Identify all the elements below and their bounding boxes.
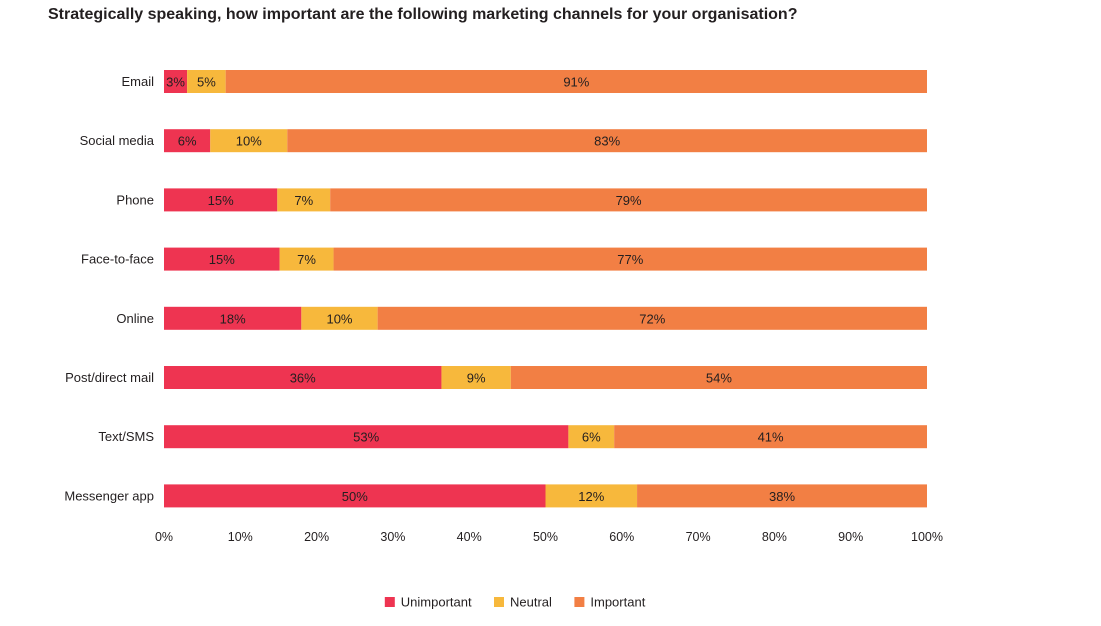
x-tick-label: 20%	[304, 530, 329, 544]
category-label: Messenger app	[64, 488, 154, 503]
data-label: 54%	[706, 371, 732, 386]
x-tick-label: 70%	[686, 530, 711, 544]
data-label: 15%	[208, 193, 234, 208]
category-label: Email	[121, 74, 154, 89]
bar-segment-important	[225, 70, 928, 93]
bar-segment-unimportant	[164, 247, 280, 271]
bar-segment-important	[637, 484, 927, 508]
category-label: Post/direct mail	[65, 370, 154, 385]
data-label: 7%	[294, 193, 313, 208]
data-label: 6%	[178, 134, 197, 149]
bar-segment-important	[377, 306, 927, 330]
data-label: 38%	[769, 489, 795, 504]
x-tick-label: 0%	[155, 530, 173, 544]
x-tick-label: 40%	[457, 530, 482, 544]
bar-segment-important	[510, 366, 927, 389]
data-label: 6%	[582, 430, 601, 445]
bar-segment-neutral	[279, 247, 334, 271]
data-label: 53%	[353, 430, 379, 445]
data-label: 7%	[297, 252, 316, 267]
category-label: Phone	[116, 192, 154, 207]
bar-segment-unimportant	[164, 425, 569, 449]
category-labels: Email Social media Phone Face-to-face Online…	[64, 74, 154, 503]
x-tick-label: 90%	[838, 530, 863, 544]
data-label: 72%	[639, 311, 665, 326]
bar-segment-important	[614, 425, 927, 449]
x-tick-label: 50%	[533, 530, 558, 544]
x-tick-label: 60%	[609, 530, 634, 544]
x-tick-label: 80%	[762, 530, 787, 544]
data-label: 79%	[616, 193, 642, 208]
data-label: 15%	[209, 252, 235, 267]
bar-segment-unimportant	[164, 366, 442, 389]
x-tick-label: 100%	[911, 530, 943, 544]
legend-swatch-important	[574, 597, 585, 607]
data-label: 9%	[467, 371, 486, 386]
data-label: 12%	[578, 489, 604, 504]
category-label: Text/SMS	[98, 429, 154, 444]
bar-segment-unimportant	[164, 484, 546, 508]
bar-segment-unimportant	[164, 188, 278, 212]
bar-segment-neutral	[277, 188, 331, 212]
bar-segment-unimportant	[164, 306, 302, 330]
data-label: 5%	[197, 75, 216, 90]
bar-segment-neutral	[187, 70, 226, 93]
bar-segment-neutral	[568, 425, 615, 449]
data-label: 10%	[236, 134, 262, 149]
category-label: Face-to-face	[81, 252, 154, 267]
bar-segment-important	[333, 247, 927, 271]
legend-label: Important	[590, 595, 645, 610]
data-label: 10%	[326, 311, 352, 326]
data-label: 77%	[617, 252, 643, 267]
data-label: 18%	[220, 311, 246, 326]
data-label: 41%	[758, 430, 784, 445]
bar-segment-important	[287, 129, 928, 153]
bar-segment-unimportant	[164, 129, 211, 153]
x-tick-label: 30%	[380, 530, 405, 544]
legend: Unimportant Neutral Important	[384, 595, 646, 610]
data-label: 83%	[594, 134, 620, 149]
bars-group: 3% 5% 91% 6% 10% 83% 15% 7% 79% 15% 7% 77% 18% 10% 72%…	[164, 70, 928, 508]
bar-segment-unimportant	[164, 70, 188, 93]
data-label: 91%	[563, 75, 589, 90]
legend-label: Unimportant	[401, 595, 472, 610]
data-label: 50%	[342, 489, 368, 504]
bar-segment-important	[330, 188, 928, 212]
bar-segment-neutral	[441, 366, 511, 389]
bar-segment-neutral	[210, 129, 288, 153]
data-label: 36%	[290, 371, 316, 386]
bar-segment-neutral	[545, 484, 638, 508]
x-axis: 0% 10% 20% 30% 40% 50% 60% 70% 80% 90% 100%	[155, 530, 943, 544]
chart-title: Strategically speaking, how important ar…	[48, 6, 798, 23]
category-label: Social media	[80, 133, 155, 148]
legend-swatch-unimportant	[384, 597, 395, 607]
legend-label: Neutral	[510, 595, 552, 610]
legend-swatch-neutral	[494, 597, 504, 607]
x-tick-label: 10%	[228, 530, 253, 544]
bar-segment-neutral	[301, 306, 378, 330]
category-label: Online	[116, 311, 154, 326]
data-label: 3%	[166, 75, 185, 90]
